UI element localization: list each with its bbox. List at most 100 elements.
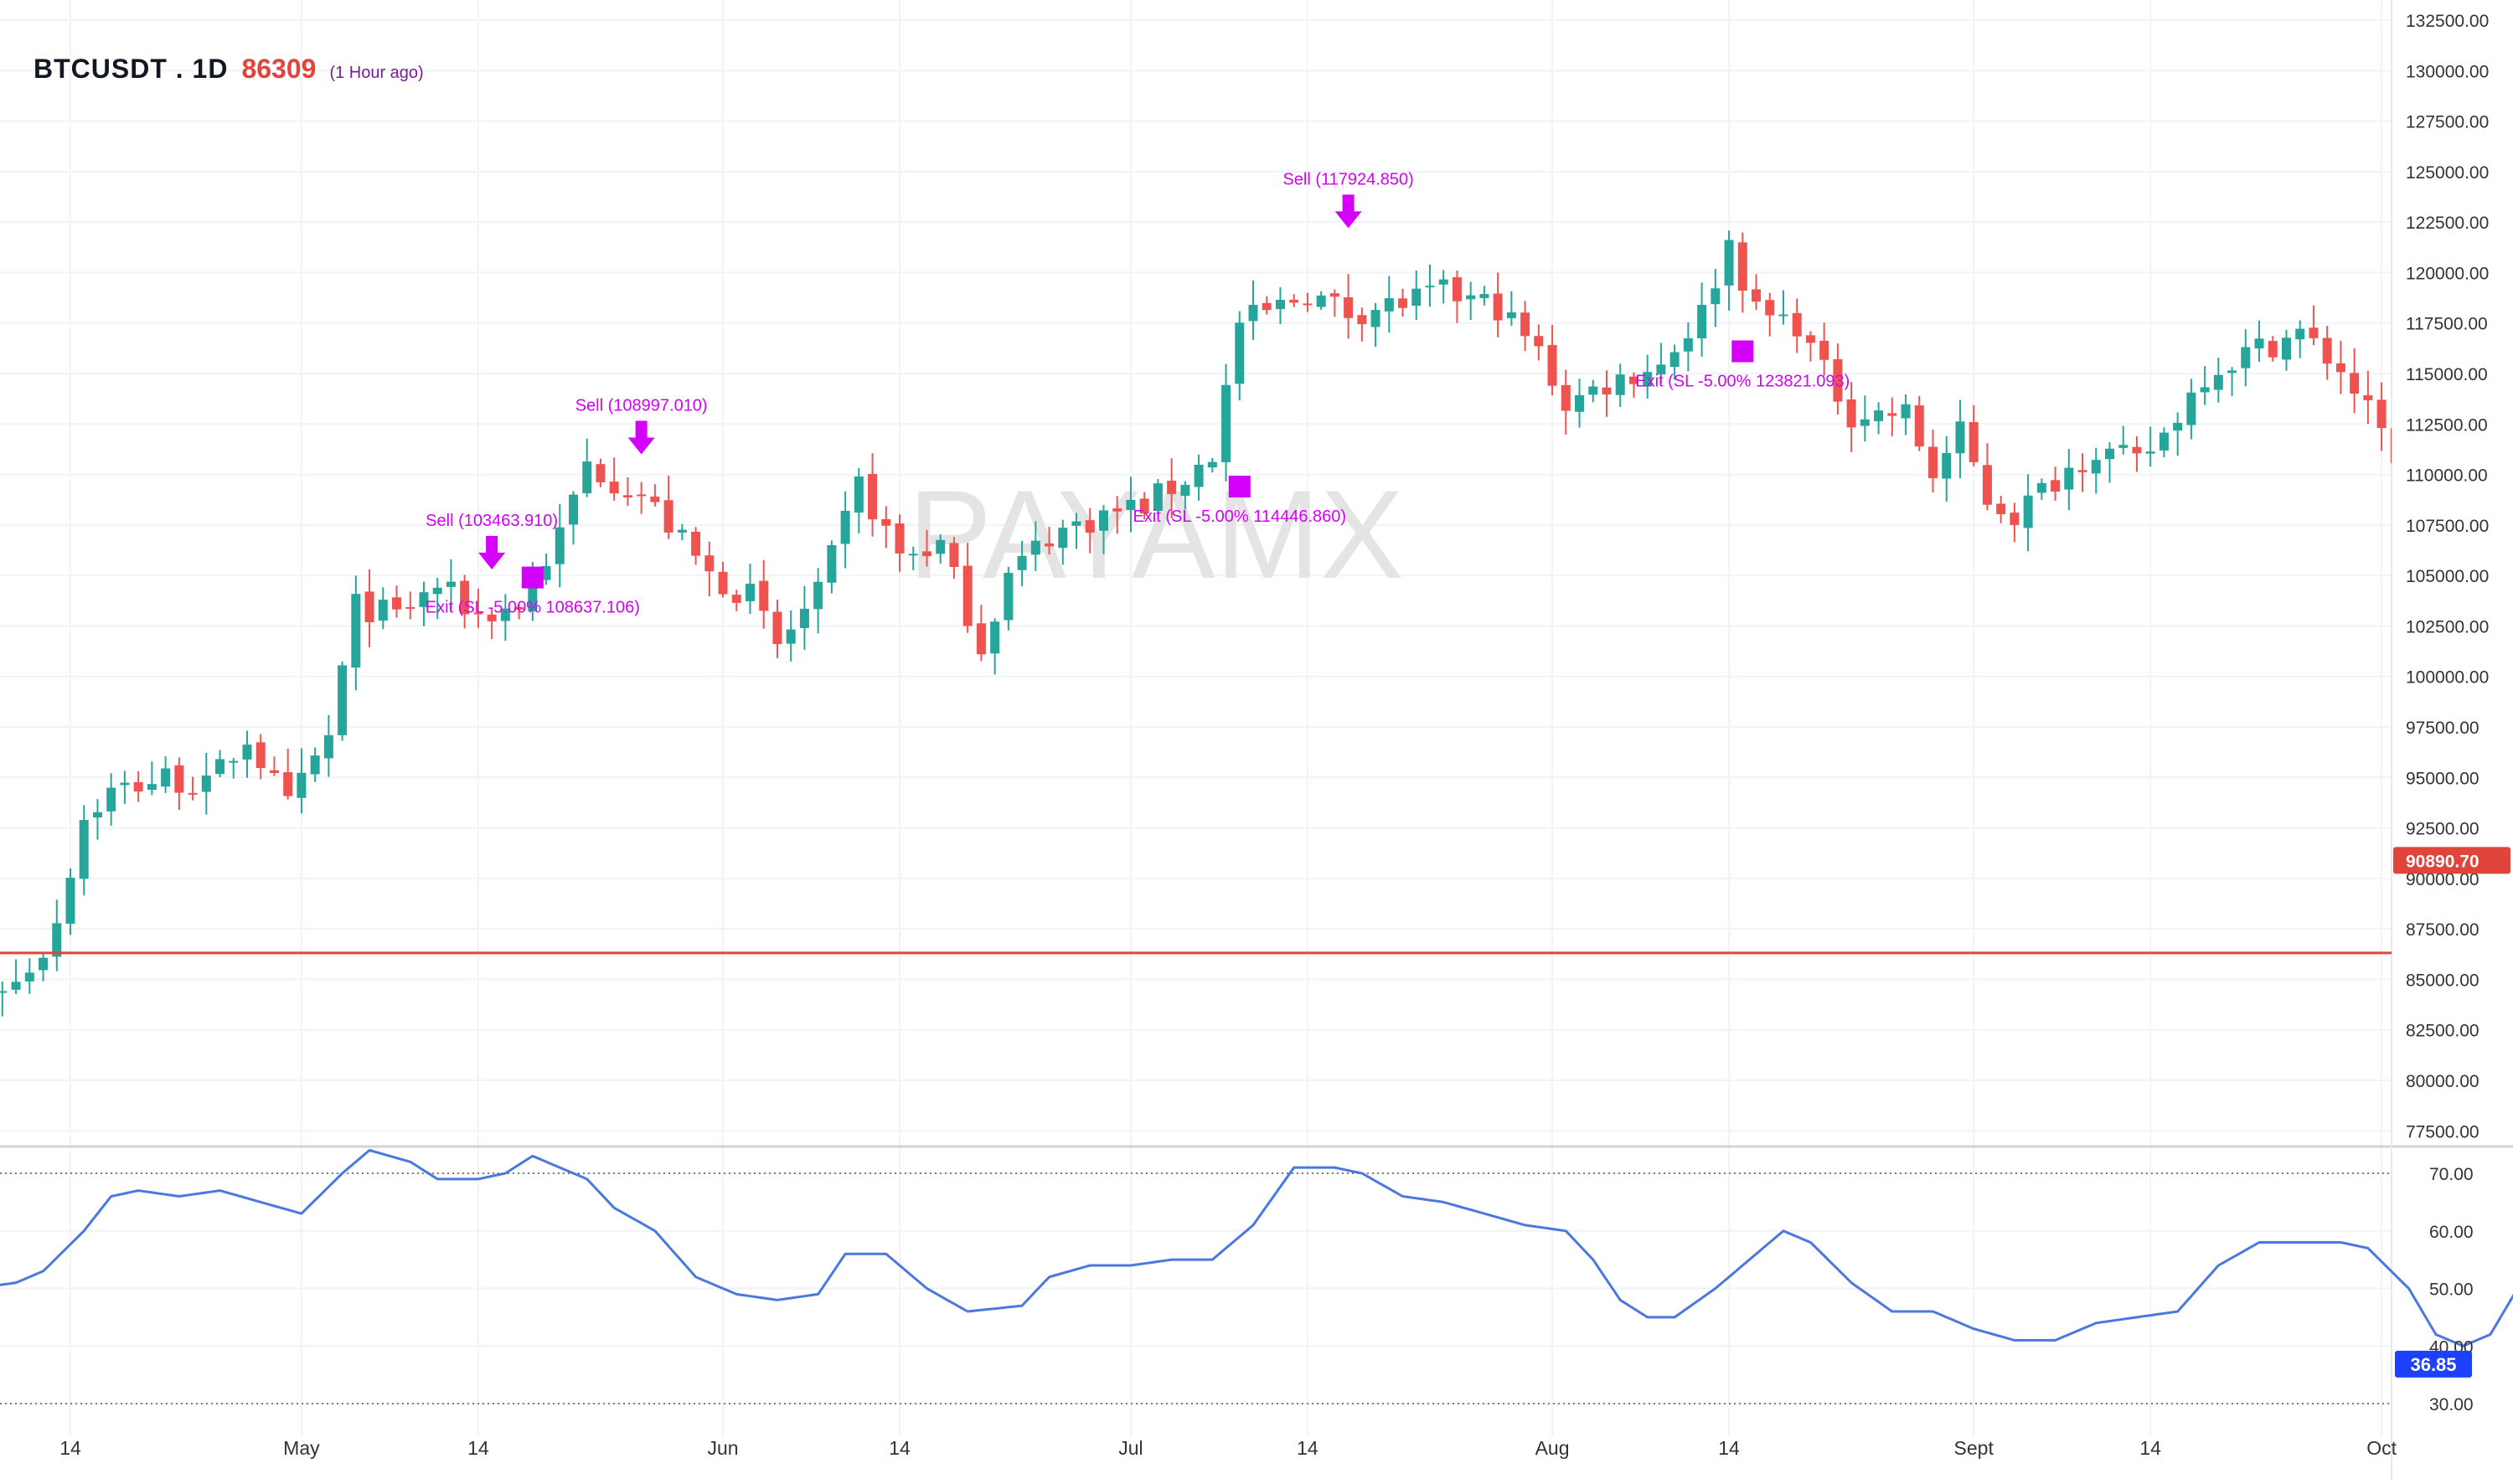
time-tick-label: 14 <box>889 1437 911 1459</box>
candle-body <box>1847 399 1856 427</box>
price-tick-label: 95000.00 <box>2406 769 2479 788</box>
candle-body <box>719 572 728 595</box>
candle-body <box>2309 327 2318 338</box>
candle-body <box>800 609 809 628</box>
candle-body <box>2105 449 2114 459</box>
candle-body <box>582 461 591 493</box>
candle-body <box>555 528 565 564</box>
exit-signal-label: Exit (SL -5.00% 108637.106) <box>426 599 640 617</box>
candle-body <box>1385 298 1394 312</box>
exit-signal-label: Exit (SL -5.00% 114446.860) <box>1133 508 1346 526</box>
candle-body <box>1276 300 1285 309</box>
candle-body <box>2092 460 2101 473</box>
candle-body <box>841 511 850 544</box>
candle-body <box>1180 485 1189 496</box>
candle-body <box>1195 465 1204 487</box>
candle-body <box>2500 398 2509 415</box>
candle-body <box>1439 280 1448 285</box>
candle-body <box>868 474 877 519</box>
candle-body <box>827 545 836 583</box>
candle-body <box>2241 347 2250 368</box>
sell-signal-label: Sell (103463.910) <box>426 512 558 530</box>
price-tick-label: 107500.00 <box>2406 517 2489 536</box>
candle-body <box>270 770 279 773</box>
candle-body <box>2445 487 2454 490</box>
candle-body <box>1208 462 1217 467</box>
candle-body <box>405 607 415 609</box>
candle-body <box>1004 573 1013 620</box>
candle-body <box>297 773 306 798</box>
candle-body <box>691 532 700 556</box>
candle-body <box>1887 413 1896 415</box>
rsi-tick-label: 30.00 <box>2429 1395 2474 1414</box>
candle-body <box>66 878 75 924</box>
rsi-value-label: 36.85 <box>2410 1354 2456 1375</box>
exit-marker <box>522 567 544 589</box>
price-axis[interactable]: 77500.0080000.0082500.0085000.0087500.00… <box>2393 12 2510 1141</box>
candle-body <box>2214 375 2223 390</box>
candle-body <box>1765 300 1774 315</box>
candle-body <box>623 495 632 497</box>
candle-body <box>650 497 659 502</box>
candle-body <box>1969 422 1979 462</box>
exit-signal-label: Exit (SL -5.00% 123821.093) <box>1635 372 1850 390</box>
candle-body <box>596 464 605 482</box>
candle-body <box>922 551 931 556</box>
candle-body <box>392 597 401 609</box>
candle-body <box>1426 286 1435 287</box>
candle-body <box>1371 310 1380 327</box>
time-tick-label: 14 <box>59 1437 81 1459</box>
candle-body <box>1874 410 1883 421</box>
candle-body <box>2268 341 2278 358</box>
candle-body <box>2160 433 2169 451</box>
candle-body <box>772 612 782 645</box>
candle-body <box>147 784 157 790</box>
candle-body <box>2201 387 2210 392</box>
candle-body <box>1942 453 1951 478</box>
candle-body <box>1494 294 1503 321</box>
time-axis[interactable]: 14May14Jun14Jul14Aug14Sept14Oct14Nov14 <box>59 1437 2513 1459</box>
candle-body <box>963 566 973 626</box>
candle-body <box>2227 370 2237 373</box>
candle-body <box>1955 421 1964 453</box>
candle-body <box>1561 385 1571 411</box>
candle-body <box>39 958 48 971</box>
candle-body <box>365 591 374 622</box>
candle-body <box>2132 447 2141 454</box>
symbol-label[interactable]: BTCUSDT . 1D <box>34 54 228 85</box>
candle-body <box>1520 312 1530 336</box>
candle-body <box>1548 345 1557 386</box>
candle-body <box>1303 303 1312 305</box>
price-tick-label: 85000.00 <box>2406 971 2479 990</box>
time-tick-label: 14 <box>467 1437 489 1459</box>
candle-body <box>174 765 183 793</box>
sell-signal-label: Sell (108997.010) <box>575 396 708 415</box>
candle-body <box>977 623 986 654</box>
candle-body <box>2037 483 2046 493</box>
candle-body <box>188 793 198 795</box>
candle-body <box>1099 510 1108 530</box>
candle-body <box>2336 363 2345 372</box>
candle-body <box>1317 296 1326 307</box>
candle-body <box>1725 240 1734 286</box>
candle-body <box>1697 305 1706 338</box>
candle-body <box>2255 338 2264 348</box>
candle-body <box>1860 420 1870 426</box>
candle-body <box>2010 513 2019 525</box>
candle-body <box>759 581 768 611</box>
candle-body <box>2146 451 2155 454</box>
candle-body <box>2350 373 2359 394</box>
last-price-label: 90890.70 <box>2406 852 2479 871</box>
candle-body <box>1616 374 1625 395</box>
candle-body <box>351 594 360 667</box>
candle-body <box>1534 336 1543 346</box>
candle-body <box>338 665 347 734</box>
candle-body <box>324 735 333 758</box>
candle-body <box>2173 423 2182 430</box>
candle-body <box>229 761 238 763</box>
candle-body <box>2186 393 2196 425</box>
sell-arrow-head <box>1335 211 1362 228</box>
